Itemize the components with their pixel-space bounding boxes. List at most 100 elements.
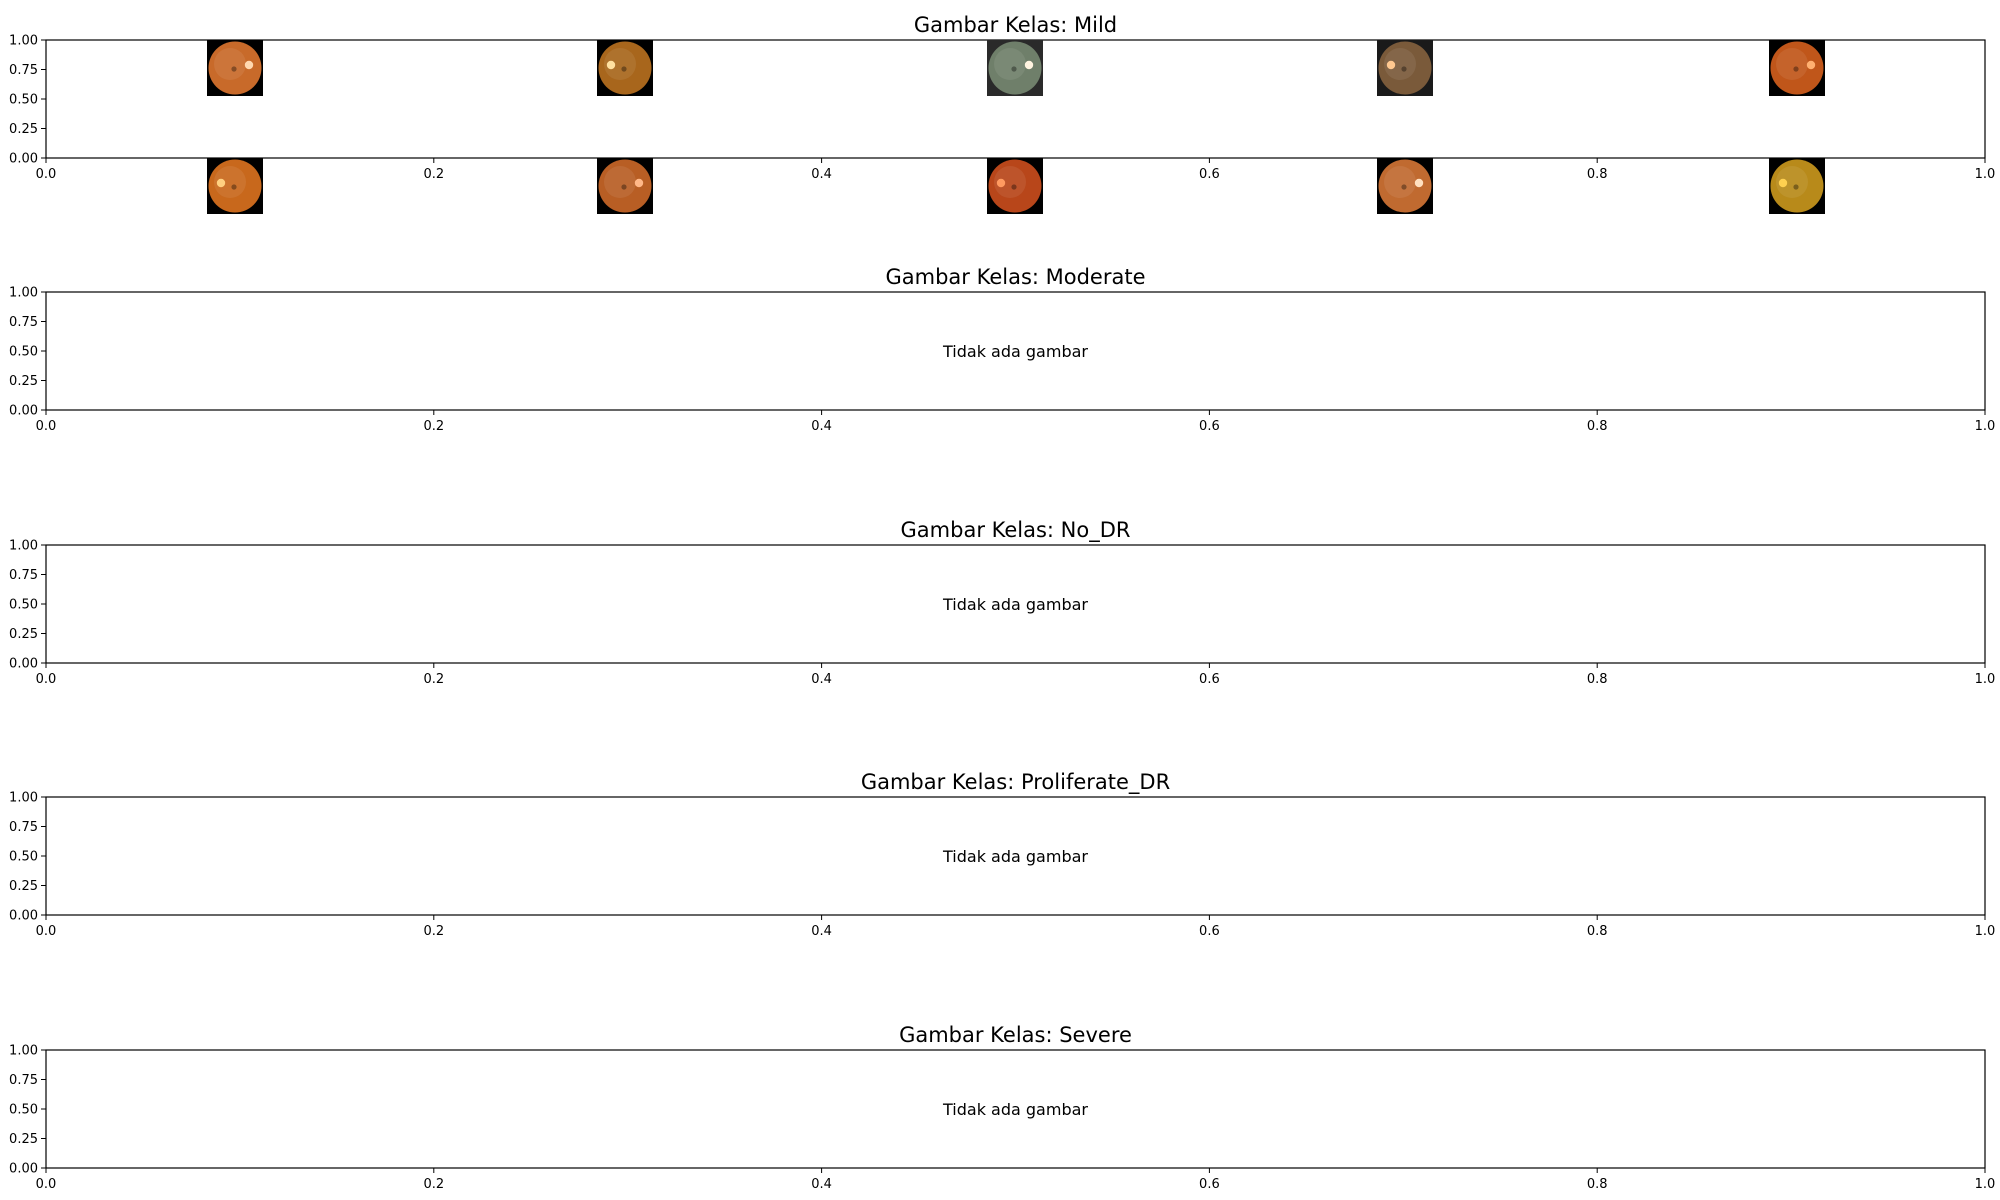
x-tick-label: 0.0 <box>36 167 57 182</box>
x-tick-label: 0.2 <box>423 167 444 182</box>
y-tick-label: 0.50 <box>9 93 38 108</box>
retina-image <box>987 40 1043 96</box>
optic-disc <box>634 178 644 188</box>
macula <box>621 184 627 190</box>
macula <box>231 66 237 72</box>
retina-image <box>987 158 1043 214</box>
fundus-highlight <box>1384 48 1416 80</box>
x-tick-label: 0.8 <box>1587 672 1608 687</box>
no-image-message: Tidak ada gambar <box>942 595 1088 614</box>
fundus <box>988 41 1042 95</box>
x-tick-label: 0.6 <box>1199 924 1220 939</box>
y-tick-label: 0.50 <box>9 1103 38 1118</box>
optic-disc <box>244 60 254 70</box>
optic-disc <box>216 178 226 188</box>
fundus-highlight <box>1776 48 1808 80</box>
subplot-5: Gambar Kelas: Severe0.000.250.500.751.00… <box>9 1023 1995 1192</box>
retina-image <box>1377 40 1433 96</box>
macula <box>231 184 237 190</box>
y-tick-label: 0.75 <box>9 1073 38 1088</box>
retina-image <box>597 158 653 214</box>
x-tick-label: 1.0 <box>1975 1177 1996 1192</box>
fundus <box>598 41 652 95</box>
axes-frame <box>45 796 1986 916</box>
retina-image <box>1769 158 1825 214</box>
y-tick-label: 0.25 <box>9 879 38 894</box>
x-tick-label: 0.2 <box>423 1177 444 1192</box>
macula <box>1011 184 1017 190</box>
y-tick-label: 0.50 <box>9 850 38 865</box>
x-tick-label: 0.0 <box>36 1177 57 1192</box>
y-tick-label: 0.75 <box>9 568 38 583</box>
x-tick-label: 0.2 <box>423 924 444 939</box>
optic-disc <box>1386 60 1396 70</box>
optic-disc <box>1806 60 1816 70</box>
fundus-highlight <box>604 48 636 80</box>
x-tick-label: 0.6 <box>1199 419 1220 434</box>
y-tick-label: 1.00 <box>9 34 38 49</box>
x-tick-label: 1.0 <box>1975 419 1996 434</box>
fundus <box>1770 41 1824 95</box>
fundus-highlight <box>604 166 636 198</box>
subplot-4: Gambar Kelas: Proliferate_DR 0.00 0.25 0.50… <box>9 770 1995 939</box>
y-tick-label: 0.25 <box>9 1132 38 1147</box>
y-tick-label: 1.00 <box>9 539 38 554</box>
y-tick-label: 0.25 <box>9 374 38 389</box>
fundus <box>988 159 1042 213</box>
y-tick-label: 0.25 <box>9 627 38 642</box>
no-image-message: Tidak ada gambar <box>942 847 1088 866</box>
fundus <box>208 41 262 95</box>
x-tick-label: 1.0 <box>1975 167 1996 182</box>
retina-image <box>207 158 263 214</box>
fundus-highlight <box>994 48 1026 80</box>
fundus-highlight <box>1384 166 1416 198</box>
macula <box>1793 66 1799 72</box>
x-tick-label: 1.0 <box>1975 672 1996 687</box>
subplot-title: Gambar Kelas: Mild <box>914 13 1117 37</box>
subplot-title: Gambar Kelas: Severe <box>899 1023 1132 1047</box>
x-tick-label: 0.6 <box>1199 167 1220 182</box>
optic-disc <box>1778 178 1788 188</box>
subplot-2: Gambar Kelas: Moderate 0.00 0.25 0.50 0.75 1.… <box>9 265 1995 434</box>
retina-image <box>597 40 653 96</box>
y-tick-label: 0.75 <box>9 63 38 78</box>
x-tick-label: 0.4 <box>811 924 832 939</box>
y-tick-label: 0.75 <box>9 315 38 330</box>
macula <box>1401 66 1407 72</box>
y-tick-label: 0.00 <box>9 404 38 419</box>
x-tick-label: 0.4 <box>811 672 832 687</box>
x-tick-label: 0.6 <box>1199 672 1220 687</box>
macula <box>1793 184 1799 190</box>
y-tick-label: 0.00 <box>9 152 38 167</box>
x-tick-label: 0.6 <box>1199 1177 1220 1192</box>
y-tick-label: 1.00 <box>9 286 38 301</box>
fundus <box>1378 159 1432 213</box>
y-tick-label: 0.00 <box>9 909 38 924</box>
x-tick-label: 0.8 <box>1587 1177 1608 1192</box>
retina-image <box>207 40 263 96</box>
fundus-highlight <box>214 48 246 80</box>
y-tick-label: 0.75 <box>9 820 38 835</box>
fundus-highlight <box>1776 166 1808 198</box>
fundus <box>598 159 652 213</box>
x-tick-label: 0.0 <box>36 419 57 434</box>
optic-disc <box>1024 60 1034 70</box>
x-tick-label: 0.2 <box>423 672 444 687</box>
optic-disc <box>606 60 616 70</box>
x-tick-label: 0.4 <box>811 419 832 434</box>
macula <box>1011 66 1017 72</box>
y-tick-label: 0.50 <box>9 345 38 360</box>
fundus <box>1770 159 1824 213</box>
y-tick-label: 0.00 <box>9 657 38 672</box>
no-image-message: Tidak ada gambar <box>942 1100 1088 1119</box>
subplot-title: Gambar Kelas: Moderate <box>885 265 1145 289</box>
fundus-highlight <box>994 166 1026 198</box>
subplot-title: Gambar Kelas: No_DR <box>901 518 1131 543</box>
fundus-highlight <box>214 166 246 198</box>
y-tick-label: 0.50 <box>9 598 38 613</box>
subplot-3: Gambar Kelas: No_DR 0.00 0.25 0.50 0.75 1.00 0… <box>9 518 1995 687</box>
subplot-title: Gambar Kelas: Proliferate_DR <box>861 770 1170 795</box>
no-image-message: Tidak ada gambar <box>942 342 1088 361</box>
x-tick-label: 1.0 <box>1975 924 1996 939</box>
